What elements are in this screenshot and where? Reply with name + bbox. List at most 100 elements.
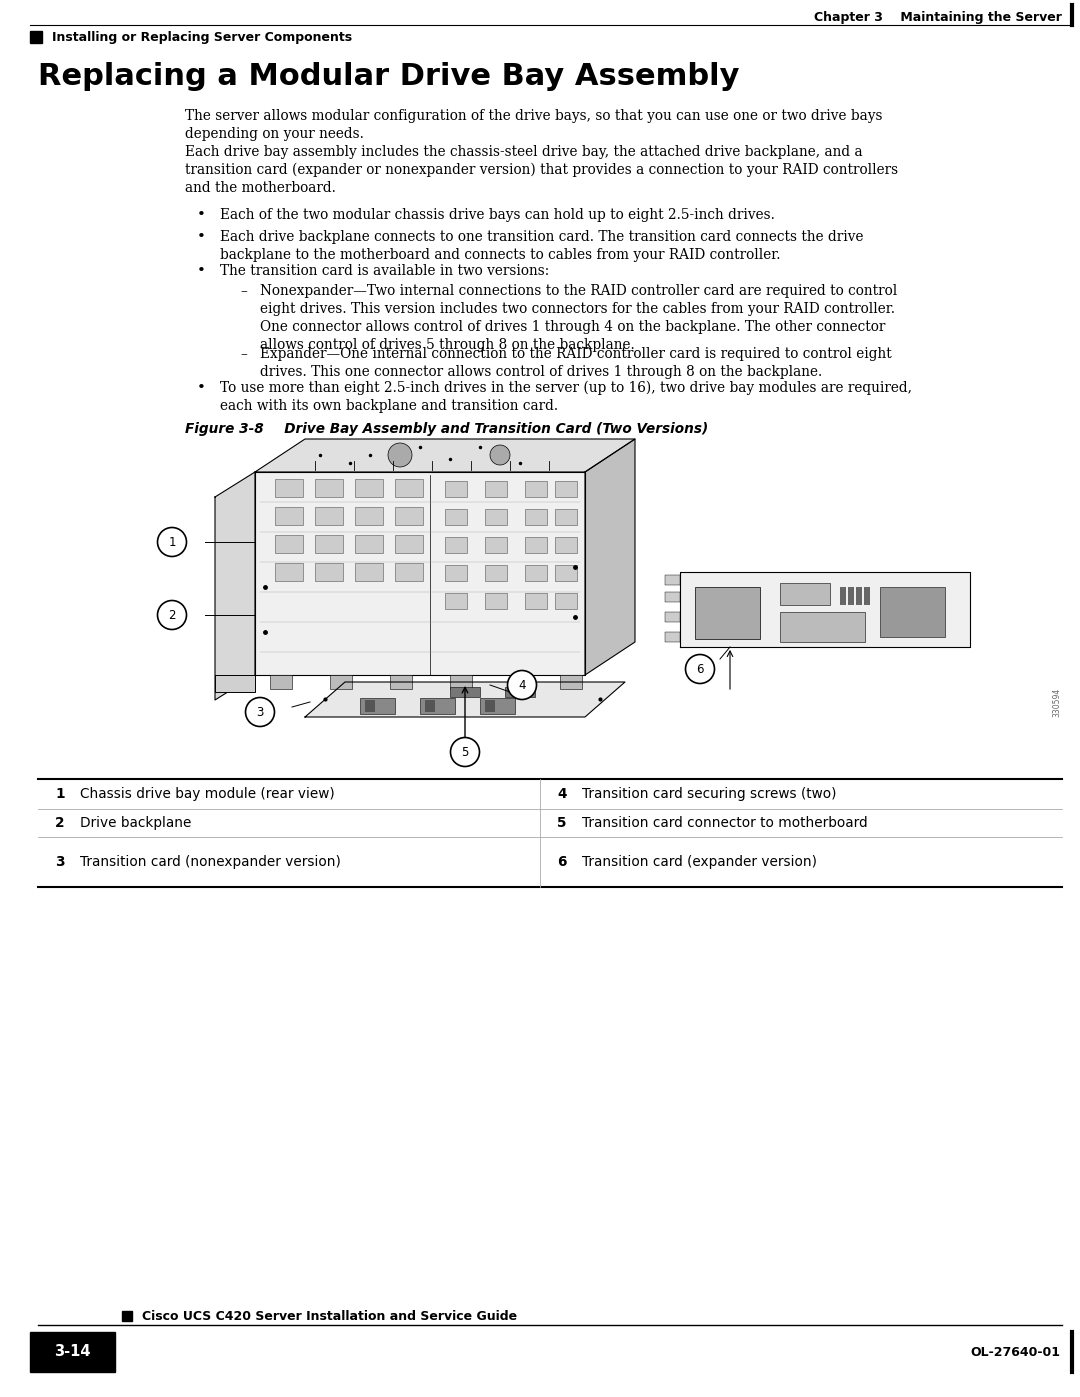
Text: OL-27640-01: OL-27640-01 [970,1345,1059,1358]
Bar [525,592,546,609]
Bar [665,612,680,622]
Text: The server allows modular configuration of the drive bays, so that you can use o: The server allows modular configuration … [185,109,882,141]
Bar [445,509,467,525]
Bar [665,592,680,602]
Polygon shape [585,439,635,675]
Text: 6: 6 [697,662,704,676]
Bar [355,479,383,497]
Bar [665,576,680,585]
Bar [275,479,303,497]
Text: Drive backplane: Drive backplane [80,816,191,830]
Bar [355,563,383,581]
Bar [275,535,303,553]
Polygon shape [215,472,255,700]
Bar [485,700,495,712]
Bar [355,535,383,553]
Text: 1: 1 [168,535,176,549]
Text: Transition card (expander version): Transition card (expander version) [582,855,816,869]
Bar [275,563,303,581]
Bar [555,509,577,525]
Bar [696,587,760,638]
Circle shape [686,655,715,683]
Text: 5: 5 [557,816,567,830]
Bar [555,481,577,497]
Bar [395,535,423,553]
Text: •: • [197,264,206,278]
Bar [480,698,515,714]
Bar [360,698,395,714]
Text: –: – [240,346,247,360]
Bar [315,563,343,581]
Text: 2: 2 [55,816,65,830]
Bar [355,507,383,525]
Text: •: • [197,381,206,395]
Circle shape [158,601,187,630]
Bar [445,536,467,553]
Text: Chapter 3    Maintaining the Server: Chapter 3 Maintaining the Server [814,11,1062,24]
Bar [864,587,870,605]
Text: Transition card securing screws (two): Transition card securing screws (two) [582,787,837,800]
Bar [445,564,467,581]
Bar [395,507,423,525]
Circle shape [245,697,274,726]
Bar [275,507,303,525]
Bar [555,536,577,553]
Circle shape [388,443,411,467]
Text: Transition card (nonexpander version): Transition card (nonexpander version) [80,855,341,869]
Bar [665,631,680,643]
Bar [505,687,535,697]
Bar [270,675,292,689]
Text: 3: 3 [256,705,264,718]
Text: 2: 2 [168,609,176,622]
Text: •: • [197,231,206,244]
Bar [365,700,375,712]
Bar [315,479,343,497]
Bar [525,536,546,553]
Bar [30,31,42,43]
Bar [445,592,467,609]
Bar [395,563,423,581]
Polygon shape [305,682,625,717]
Polygon shape [215,675,255,692]
Text: 4: 4 [557,787,567,800]
Bar [555,592,577,609]
Bar [485,536,507,553]
Bar [525,509,546,525]
Text: Expander—One internal connection to the RAID controller card is required to cont: Expander—One internal connection to the … [260,346,892,379]
Circle shape [508,671,537,700]
Bar [525,564,546,581]
Bar [315,535,343,553]
Circle shape [450,738,480,767]
Polygon shape [255,472,585,675]
Text: Replacing a Modular Drive Bay Assembly: Replacing a Modular Drive Bay Assembly [38,61,740,91]
Text: 3-14: 3-14 [54,1344,91,1359]
Polygon shape [680,571,970,647]
Bar [395,479,423,497]
Bar [848,587,854,605]
Bar [561,675,582,689]
Text: Installing or Replacing Server Components: Installing or Replacing Server Component… [52,31,352,43]
Bar [485,564,507,581]
Bar [30,1331,114,1372]
Bar [390,675,411,689]
Text: 1: 1 [55,787,65,800]
Bar [450,687,480,697]
Bar [315,507,343,525]
Bar [485,592,507,609]
Text: –: – [240,284,247,298]
Bar [856,587,862,605]
Polygon shape [255,439,635,472]
Circle shape [490,446,510,465]
Text: 4: 4 [518,679,526,692]
Bar [485,509,507,525]
Text: Each drive backplane connects to one transition card. The transition card connec: Each drive backplane connects to one tra… [220,231,864,261]
Text: Drive Bay Assembly and Transition Card (Two Versions): Drive Bay Assembly and Transition Card (… [270,422,708,436]
Bar [510,675,532,689]
Bar [330,675,352,689]
Bar [780,612,865,643]
Bar [880,587,945,637]
Bar [426,700,435,712]
Text: •: • [197,208,206,222]
Bar [780,583,831,605]
Bar [525,481,546,497]
